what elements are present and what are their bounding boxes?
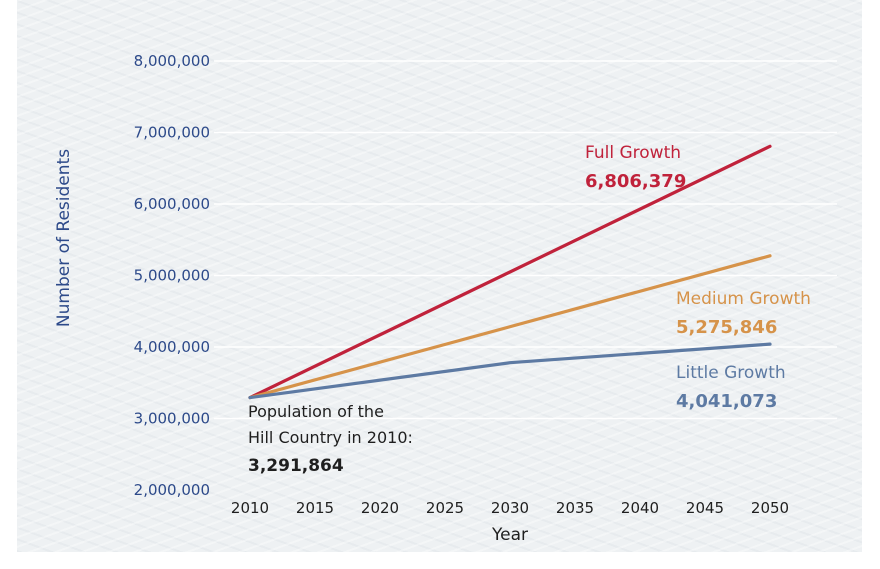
chart-area: 2,000,000 3,000,000 4,000,000 5,000,000 6,00… <box>17 0 862 552</box>
x-tick-label: 2035 <box>556 499 594 517</box>
series-line-medium-growth <box>248 254 772 400</box>
series-line-little-growth <box>248 342 772 400</box>
series-name-little-growth: Little Growth <box>676 363 786 383</box>
y-tick-label: 4,000,000 <box>134 338 210 356</box>
y-tick-label: 2,000,000 <box>134 481 210 499</box>
annotation-text: Hill Country in 2010: <box>248 428 413 447</box>
y-tick-label: 8,000,000 <box>134 52 210 70</box>
y-axis-title: Number of Residents <box>54 149 74 327</box>
series-name-medium-growth: Medium Growth <box>676 289 811 309</box>
y-tick-label: 3,000,000 <box>134 410 210 428</box>
annotation-text: Population of the <box>248 402 384 421</box>
x-tick-label: 2040 <box>621 499 659 517</box>
x-tick-label: 2010 <box>231 499 269 517</box>
series-value-full-growth: 6,806,379 <box>585 171 686 192</box>
x-tick-label: 2020 <box>361 499 399 517</box>
x-axis-title: Year <box>491 525 528 545</box>
x-tick-label: 2025 <box>426 499 464 517</box>
x-tick-label: 2030 <box>491 499 529 517</box>
annotation-value: 3,291,864 <box>248 456 344 476</box>
series-value-little-growth: 4,041,073 <box>676 391 777 412</box>
series-line-full-growth <box>248 144 772 400</box>
y-tick-label: 6,000,000 <box>134 195 210 213</box>
x-tick-label: 2015 <box>296 499 334 517</box>
x-tick-label: 2045 <box>686 499 724 517</box>
y-tick-label: 7,000,000 <box>134 124 210 142</box>
series-name-full-growth: Full Growth <box>585 143 681 163</box>
x-tick-label: 2050 <box>751 499 789 517</box>
y-tick-label: 5,000,000 <box>134 267 210 285</box>
series-value-medium-growth: 5,275,846 <box>676 317 777 338</box>
line-chart: 2,000,000 3,000,000 4,000,000 5,000,000 6,00… <box>54 52 837 545</box>
